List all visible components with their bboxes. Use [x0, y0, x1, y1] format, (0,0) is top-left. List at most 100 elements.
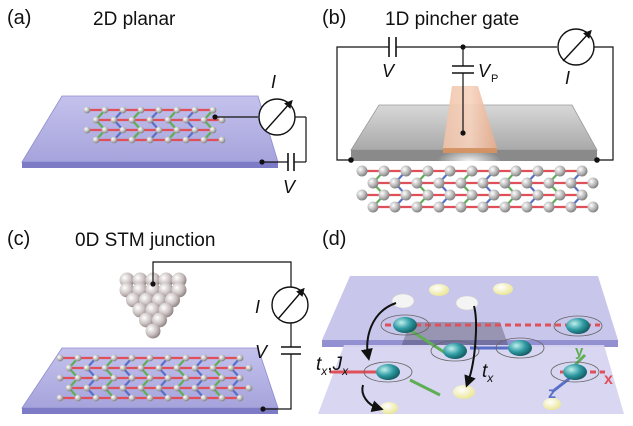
- lattice-atom: [587, 201, 599, 213]
- bond-z: [551, 376, 571, 394]
- lattice-atom: [245, 384, 253, 392]
- lattice-atom: [101, 106, 109, 114]
- panel-b-tag: (b): [322, 7, 346, 29]
- electron: [493, 283, 513, 295]
- lattice-atom: [400, 165, 412, 177]
- lattice-atom: [532, 189, 544, 201]
- panel-b-gate-voltage-sub: P: [491, 73, 498, 85]
- lattice-atom: [155, 384, 163, 392]
- lattice-atom: [92, 116, 100, 124]
- panel-a-contact-bottom: [259, 159, 265, 165]
- electron: [429, 284, 449, 296]
- panel-a-tag: (a): [7, 7, 31, 29]
- lattice-atom: [209, 126, 217, 134]
- tip-atom: [145, 323, 161, 339]
- panel-b-gate: [443, 86, 497, 148]
- lattice-atom: [182, 116, 190, 124]
- lattice-atom: [367, 201, 379, 213]
- hop-arrow-3: [464, 305, 477, 388]
- lattice-atom: [510, 189, 522, 201]
- panel-d-tag: (d): [322, 228, 346, 250]
- lattice-atom: [200, 374, 208, 382]
- lattice-atom: [191, 126, 199, 134]
- lattice-atom: [367, 177, 379, 189]
- lattice-atom: [488, 165, 500, 177]
- lattice-atom: [209, 384, 217, 392]
- lattice-atom: [83, 364, 91, 372]
- lattice-atom: [433, 201, 445, 213]
- lattice-atom: [146, 394, 154, 402]
- lattice-atom: [218, 374, 226, 382]
- hop-label-1: tx,Jx: [316, 354, 349, 378]
- lattice-atom: [218, 394, 226, 402]
- site-ion: [508, 340, 532, 356]
- site-ion: [566, 318, 590, 334]
- lattice-atom: [200, 394, 208, 402]
- panel-b-lattice: [356, 165, 599, 213]
- lattice-atom: [74, 354, 82, 362]
- axis-y-label: y: [575, 343, 584, 360]
- panel-c-title: 0D STM junction: [75, 230, 215, 251]
- lattice-atom: [444, 189, 456, 201]
- panel-c-current-label: I: [255, 297, 260, 317]
- lattice-atom: [209, 106, 217, 114]
- lattice-atom: [191, 364, 199, 372]
- site-orbital: [550, 361, 600, 383]
- lattice-atom: [155, 126, 163, 134]
- tip-atom: [139, 312, 154, 328]
- lattice-atom: [191, 106, 199, 114]
- lattice-atom: [477, 201, 489, 213]
- lattice-atom: [227, 364, 235, 372]
- hop-label-2: tx: [482, 361, 494, 385]
- lattice-atom: [164, 354, 172, 362]
- panel-c-stm-tip: [119, 272, 187, 339]
- lattice-atom: [466, 189, 478, 201]
- lattice-atom: [128, 354, 136, 362]
- lattice-atom: [137, 364, 145, 372]
- lattice-atom: [119, 364, 127, 372]
- panel-a-current-label: I: [271, 72, 276, 92]
- lattice-atom: [576, 189, 588, 201]
- lattice-atom: [83, 384, 91, 392]
- lattice-atom: [173, 364, 181, 372]
- panel-c-tag: (c): [7, 228, 30, 250]
- lattice-atom: [173, 126, 181, 134]
- panel-b-contact-right: [594, 157, 600, 163]
- lattice-atom: [110, 394, 118, 402]
- bond-y: [409, 378, 441, 397]
- lattice-atom: [110, 116, 118, 124]
- panel-b: (b) 1D pincher gate V V P I: [322, 7, 614, 213]
- lattice-atom: [173, 384, 181, 392]
- lattice-atom: [200, 116, 208, 124]
- panel-a: (a) 2D planar I V: [7, 7, 307, 197]
- lattice-atom: [499, 177, 511, 189]
- electron: [455, 295, 479, 311]
- lattice-atom: [83, 106, 91, 114]
- axis-x-label: x: [604, 371, 613, 388]
- lattice-atom: [110, 374, 118, 382]
- lattice-atom: [164, 374, 172, 382]
- panel-b-voltage-label: V: [382, 61, 396, 81]
- lattice-atom: [137, 384, 145, 392]
- lattice-atom: [137, 106, 145, 114]
- lattice-atom: [236, 374, 244, 382]
- lattice-atom: [400, 189, 412, 201]
- panel-c-ammeter-arrow: [277, 287, 305, 320]
- lattice-atom: [532, 165, 544, 177]
- lattice-atom: [119, 126, 127, 134]
- lattice-atom: [356, 189, 368, 201]
- lattice-atom: [146, 354, 154, 362]
- electron: [453, 385, 475, 399]
- lattice-atom: [146, 136, 154, 144]
- lattice-atom: [444, 165, 456, 177]
- panel-b-wire-right: [594, 46, 614, 161]
- lattice-atom: [356, 165, 368, 177]
- lattice-atom: [137, 126, 145, 134]
- panel-c-voltage-label: V: [255, 342, 269, 362]
- lattice-atom: [543, 201, 555, 213]
- lattice-atom: [488, 189, 500, 201]
- lattice-atom: [101, 364, 109, 372]
- lattice-atom: [422, 165, 434, 177]
- lattice-atom: [521, 177, 533, 189]
- lattice-atom: [128, 374, 136, 382]
